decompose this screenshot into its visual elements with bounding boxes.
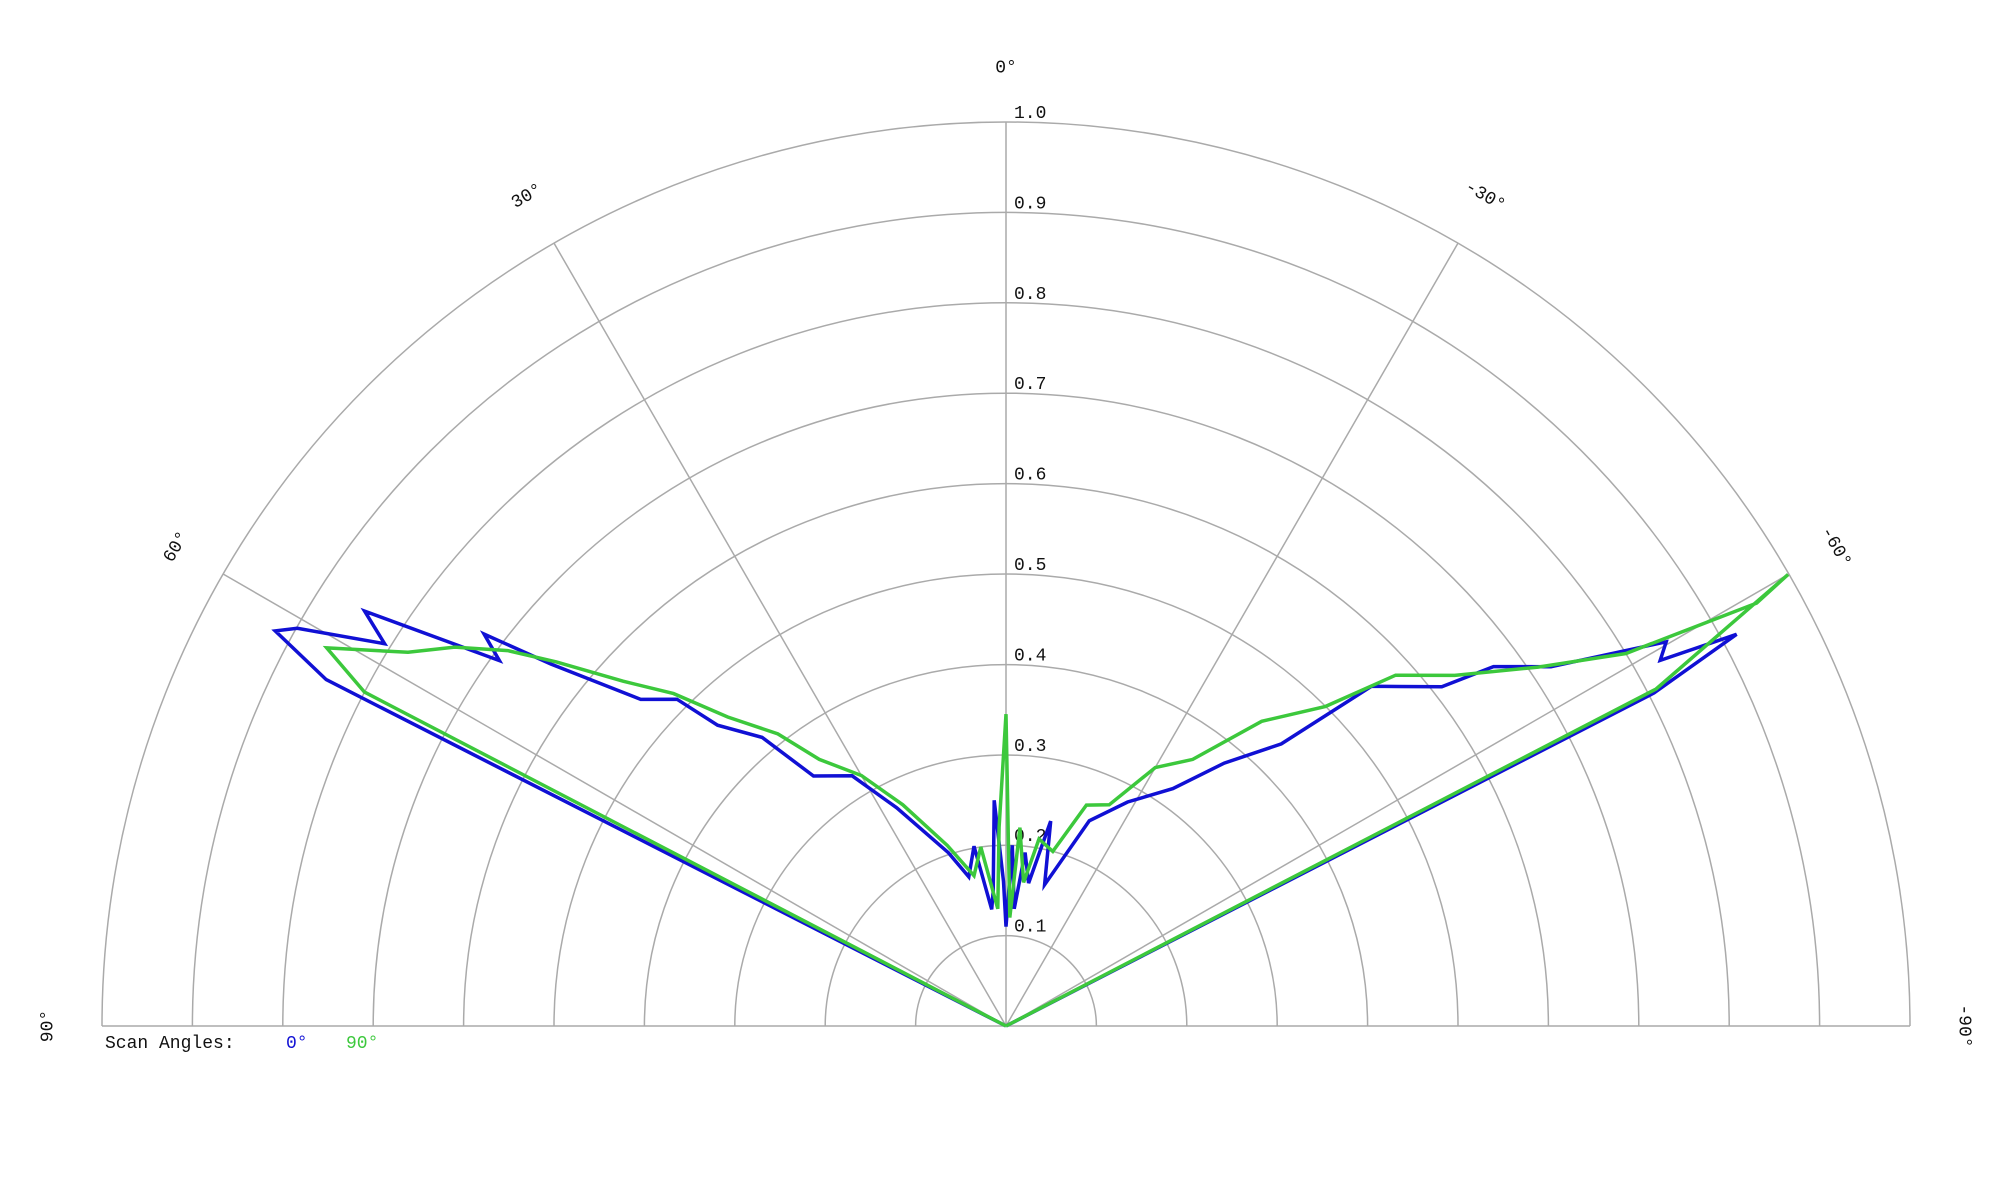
grid-spoke	[553, 242, 1007, 1027]
legend-entry: 90°	[346, 1034, 378, 1054]
r-tick-label: 0.7	[1014, 375, 1046, 395]
r-tick-label: 1.0	[1014, 104, 1046, 124]
theta-tick-label: 90°	[39, 1010, 59, 1042]
r-tick-label: 0.9	[1014, 194, 1046, 214]
r-tick-label: 0.5	[1014, 556, 1046, 576]
r-tick-label: 0.4	[1014, 646, 1046, 666]
legend-title: Scan Angles:	[105, 1034, 235, 1054]
grid-spoke	[1005, 242, 1459, 1027]
theta-tick-label: 30°	[508, 180, 546, 214]
grid: 0.10.20.30.40.50.60.70.80.91.090°60°30°0…	[39, 59, 1974, 1048]
grid-spoke	[1005, 573, 1790, 1027]
theta-tick-label: -30°	[1461, 177, 1508, 216]
series-line	[322, 573, 1790, 1028]
theta-tick-label: 0°	[995, 59, 1017, 79]
theta-tick-label: -90°	[1953, 1004, 1973, 1047]
r-tick-label: 0.3	[1014, 737, 1046, 757]
r-tick-label: 0.8	[1014, 285, 1046, 305]
legend-entry: 0°	[286, 1034, 308, 1054]
r-tick-label: 0.1	[1014, 918, 1046, 938]
r-tick-label: 0.6	[1014, 466, 1046, 486]
theta-tick-label: 60°	[160, 528, 194, 566]
plot-area	[271, 573, 1790, 1028]
theta-tick-label: -60°	[1816, 524, 1855, 571]
